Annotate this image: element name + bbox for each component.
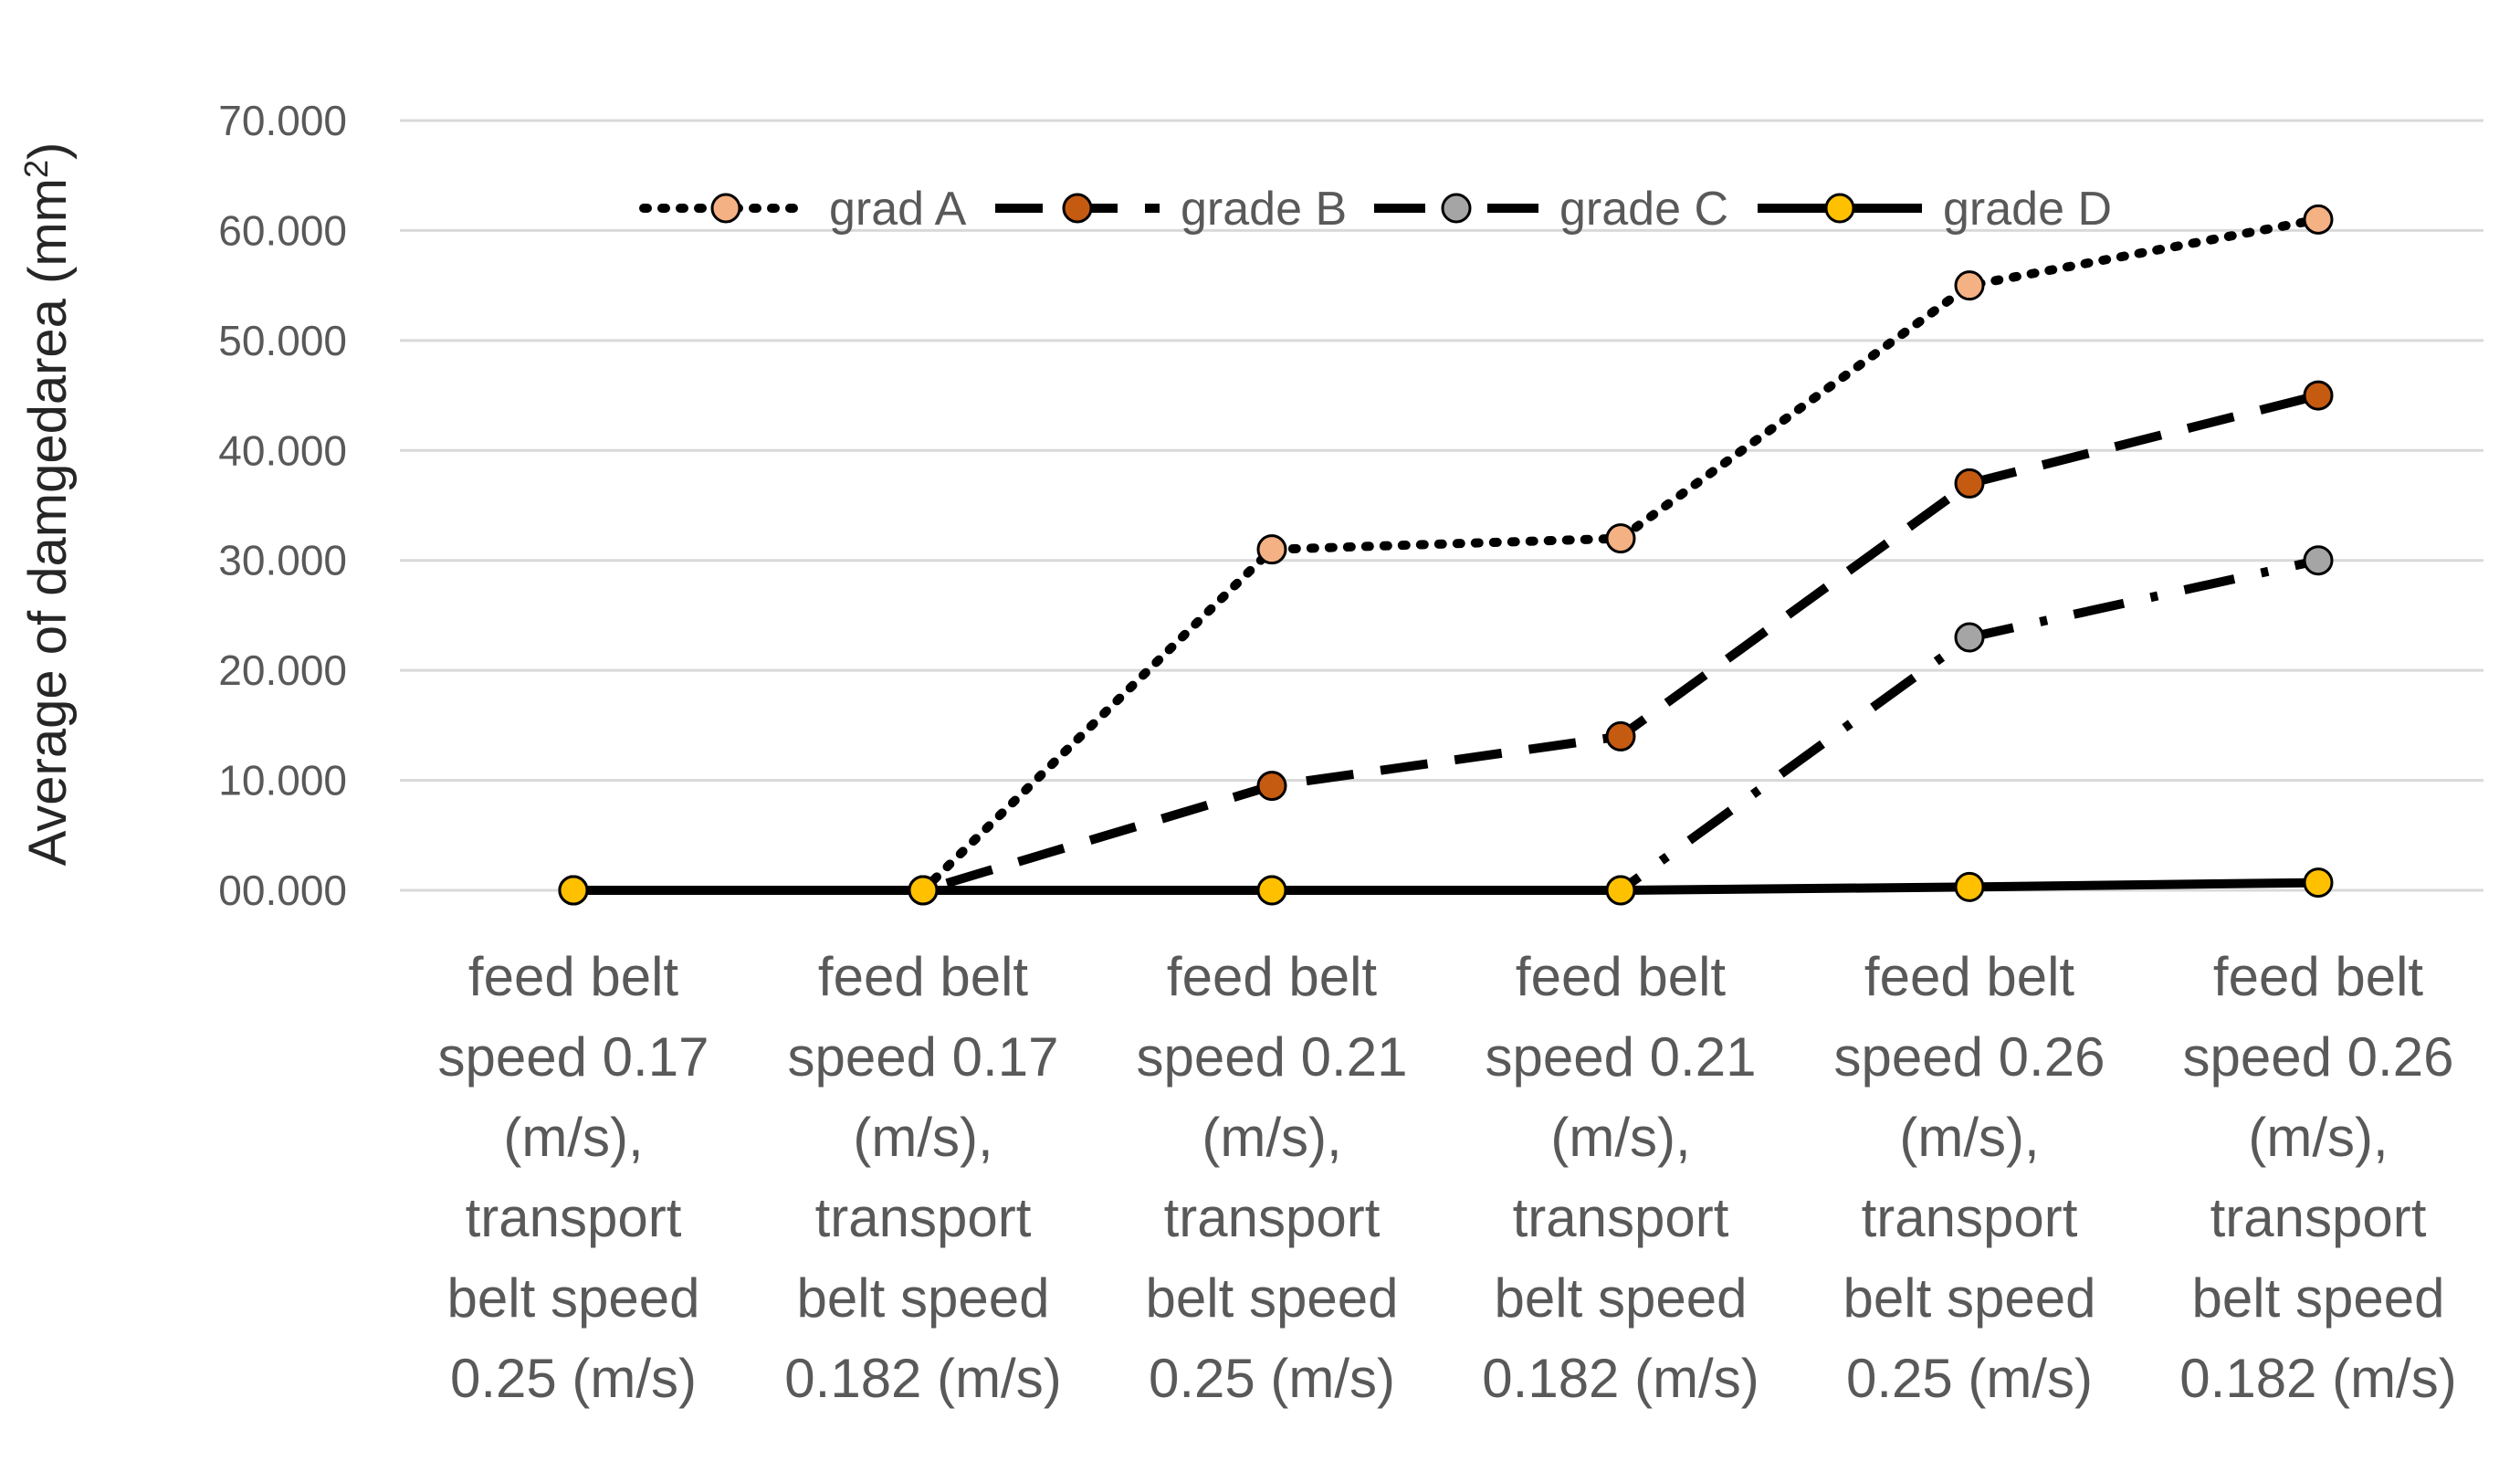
- x-category-label: feed belt speed 0.26 (m/s), transport belt s…: [2179, 946, 2456, 1409]
- x-category-label-line: (m/s),: [1202, 1107, 1341, 1168]
- x-category-label-line: feed belt: [818, 946, 1029, 1007]
- x-category-label-line: speed 0.17: [438, 1026, 709, 1088]
- x-category-label-line: 0.25 (m/s): [450, 1348, 697, 1409]
- x-category-label-line: transport: [1164, 1187, 1381, 1248]
- x-category-label-line: feed belt: [468, 946, 679, 1007]
- marker-grade-b: [2303, 380, 2334, 411]
- x-category-label: feed belt speed 0.17 (m/s), transport belt s…: [438, 946, 709, 1409]
- legend-label-grad-a: grad A: [829, 183, 967, 236]
- marker-grade-b: [1605, 720, 1636, 752]
- x-category-label-line: speed 0.21: [1486, 1026, 1757, 1088]
- marker-grade-c: [2303, 545, 2334, 576]
- legend-label-grade-d: grade D: [1943, 183, 2112, 236]
- x-category-label-line: 0.182 (m/s): [784, 1348, 1061, 1409]
- x-category-label-line: transport: [466, 1187, 682, 1248]
- x-category-label-line: transport: [815, 1187, 1032, 1248]
- y-tick-label: 70.000: [218, 97, 347, 144]
- marker-grade-d: [1256, 875, 1287, 906]
- x-category-label-line: speed 0.26: [2183, 1026, 2454, 1088]
- x-category-label-line: transport: [2210, 1187, 2427, 1248]
- y-tick-label: 60.000: [218, 206, 347, 254]
- y-tick-label: 30.000: [218, 537, 347, 584]
- x-category-label-line: (m/s),: [853, 1107, 992, 1168]
- y-axis-title: Average of damgedarea (mm2): [17, 142, 79, 867]
- x-category-label-line: 0.25 (m/s): [1149, 1348, 1395, 1409]
- marker-grade-d: [908, 875, 939, 906]
- marker-grade-d: [558, 875, 589, 906]
- x-category-label-line: feed belt: [1864, 946, 2075, 1007]
- x-category-label-line: transport: [1862, 1187, 2078, 1248]
- series-line-grade-b: [573, 391, 2320, 895]
- x-category-label: feed belt speed 0.21 (m/s), transport belt s…: [1137, 946, 1408, 1409]
- x-category-label: feed belt speed 0.26 (m/s), transport belt s…: [1834, 946, 2105, 1409]
- x-category-label-line: belt speed: [1495, 1267, 1748, 1329]
- series-line-grad-a: [569, 215, 2323, 895]
- legend-swatch-marker: [1062, 193, 1093, 224]
- marker-grad-a: [1605, 523, 1636, 554]
- x-category-label-line: feed belt: [1516, 946, 1727, 1007]
- marker-grad-a: [2303, 204, 2334, 235]
- x-category-label-line: 0.182 (m/s): [2179, 1348, 2456, 1409]
- x-category-label-line: speed 0.26: [1834, 1026, 2105, 1088]
- marker-grade-b: [1256, 771, 1287, 802]
- series-line-grade-c: [573, 555, 2320, 895]
- x-category-label-line: feed belt: [2213, 946, 2424, 1007]
- x-category-label-line: belt speed: [2192, 1267, 2445, 1329]
- series-lines: [569, 215, 2323, 895]
- y-axis-ticks: 00.000 10.000 20.000 30.000 40.000 50.000 60.0…: [218, 97, 347, 914]
- x-category-label-line: speed 0.17: [788, 1026, 1059, 1088]
- y-tick-label: 10.000: [218, 757, 347, 804]
- x-category-label-line: transport: [1513, 1187, 1729, 1248]
- legend-label-grade-c: grade C: [1559, 183, 1728, 236]
- marker-grade-b: [1954, 468, 1985, 499]
- x-category-label-line: (m/s),: [1899, 1107, 2039, 1168]
- marker-grad-a: [1954, 270, 1985, 301]
- marker-grad-a: [1256, 534, 1287, 565]
- x-category-label: feed belt speed 0.21 (m/s), transport belt s…: [1482, 946, 1759, 1409]
- legend-label-grade-b: grade B: [1181, 183, 1347, 236]
- x-axis-categories: feed belt speed 0.17 (m/s), transport belt s…: [438, 946, 2457, 1409]
- x-category-label-line: (m/s),: [2248, 1107, 2388, 1168]
- x-category-label-line: 0.182 (m/s): [1482, 1348, 1759, 1409]
- y-tick-label: 50.000: [218, 317, 347, 364]
- y-tick-label: 40.000: [218, 426, 347, 474]
- gridlines: [400, 119, 2483, 892]
- marker-grade-c: [1954, 622, 1985, 653]
- y-axis-title-main: Average of damgedarea (mm: [18, 178, 78, 866]
- y-axis-title-close: ): [18, 142, 78, 160]
- x-category-label: feed belt speed 0.17 (m/s), transport belt s…: [784, 946, 1061, 1409]
- x-category-label-line: (m/s),: [503, 1107, 643, 1168]
- legend-swatch-marker: [710, 193, 741, 224]
- x-category-label-line: belt speed: [1843, 1267, 2096, 1329]
- legend-swatch-marker: [1441, 193, 1472, 224]
- x-category-label-line: speed 0.21: [1137, 1026, 1408, 1088]
- y-tick-label: 00.000: [218, 867, 347, 914]
- marker-grade-d: [1954, 871, 1985, 902]
- legend-swatch-marker: [1824, 193, 1855, 224]
- legend: grad A grade B grade C grade D: [639, 183, 2112, 236]
- y-axis-title-sup: 2: [17, 160, 55, 178]
- x-category-label-line: belt speed: [797, 1267, 1050, 1329]
- x-category-label-line: belt speed: [447, 1267, 700, 1329]
- x-category-label-line: belt speed: [1146, 1267, 1399, 1329]
- marker-grade-d: [2303, 867, 2334, 899]
- y-tick-label: 20.000: [218, 646, 347, 694]
- x-category-label-line: 0.25 (m/s): [1846, 1348, 2093, 1409]
- x-category-label-line: (m/s),: [1550, 1107, 1690, 1168]
- marker-grade-d: [1605, 875, 1636, 906]
- series-markers: [558, 204, 2334, 906]
- x-category-label-line: feed belt: [1167, 946, 1378, 1007]
